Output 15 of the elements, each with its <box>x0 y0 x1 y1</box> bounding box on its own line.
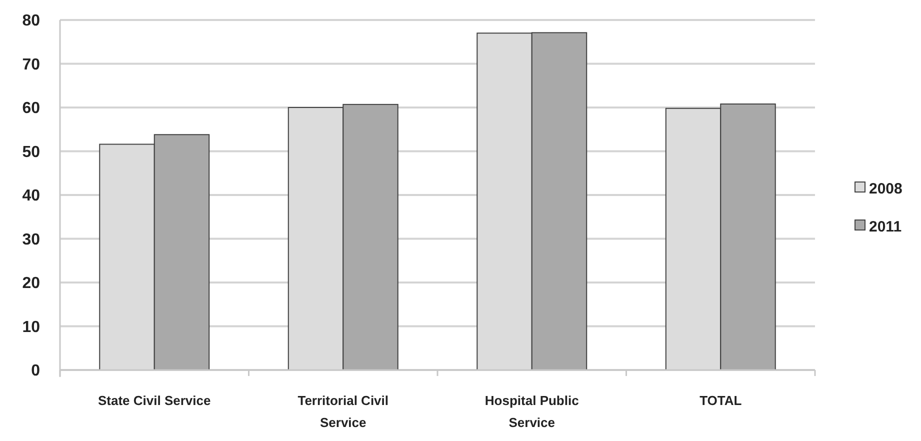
legend-label: 2008 <box>869 180 902 198</box>
y-tick-label: 30 <box>22 231 40 248</box>
x-tick-label: State Civil Service <box>98 393 211 408</box>
y-tick-label: 10 <box>22 318 40 336</box>
x-tick-label: Territorial Civil Service <box>298 393 389 430</box>
y-tick-label: 20 <box>22 275 40 292</box>
x-tick-label: Hospital Public Service <box>484 393 579 430</box>
y-tick-label: 40 <box>22 188 40 205</box>
legend-label: 2011 <box>869 218 902 236</box>
y-tick-label: 0 <box>31 362 40 380</box>
y-tick-label: 80 <box>22 12 40 30</box>
y-tick-label: 50 <box>22 144 40 161</box>
y-tick-label: 60 <box>22 100 40 118</box>
x-tick-label: TOTAL <box>700 393 742 408</box>
y-tick-label: 70 <box>22 56 40 74</box>
